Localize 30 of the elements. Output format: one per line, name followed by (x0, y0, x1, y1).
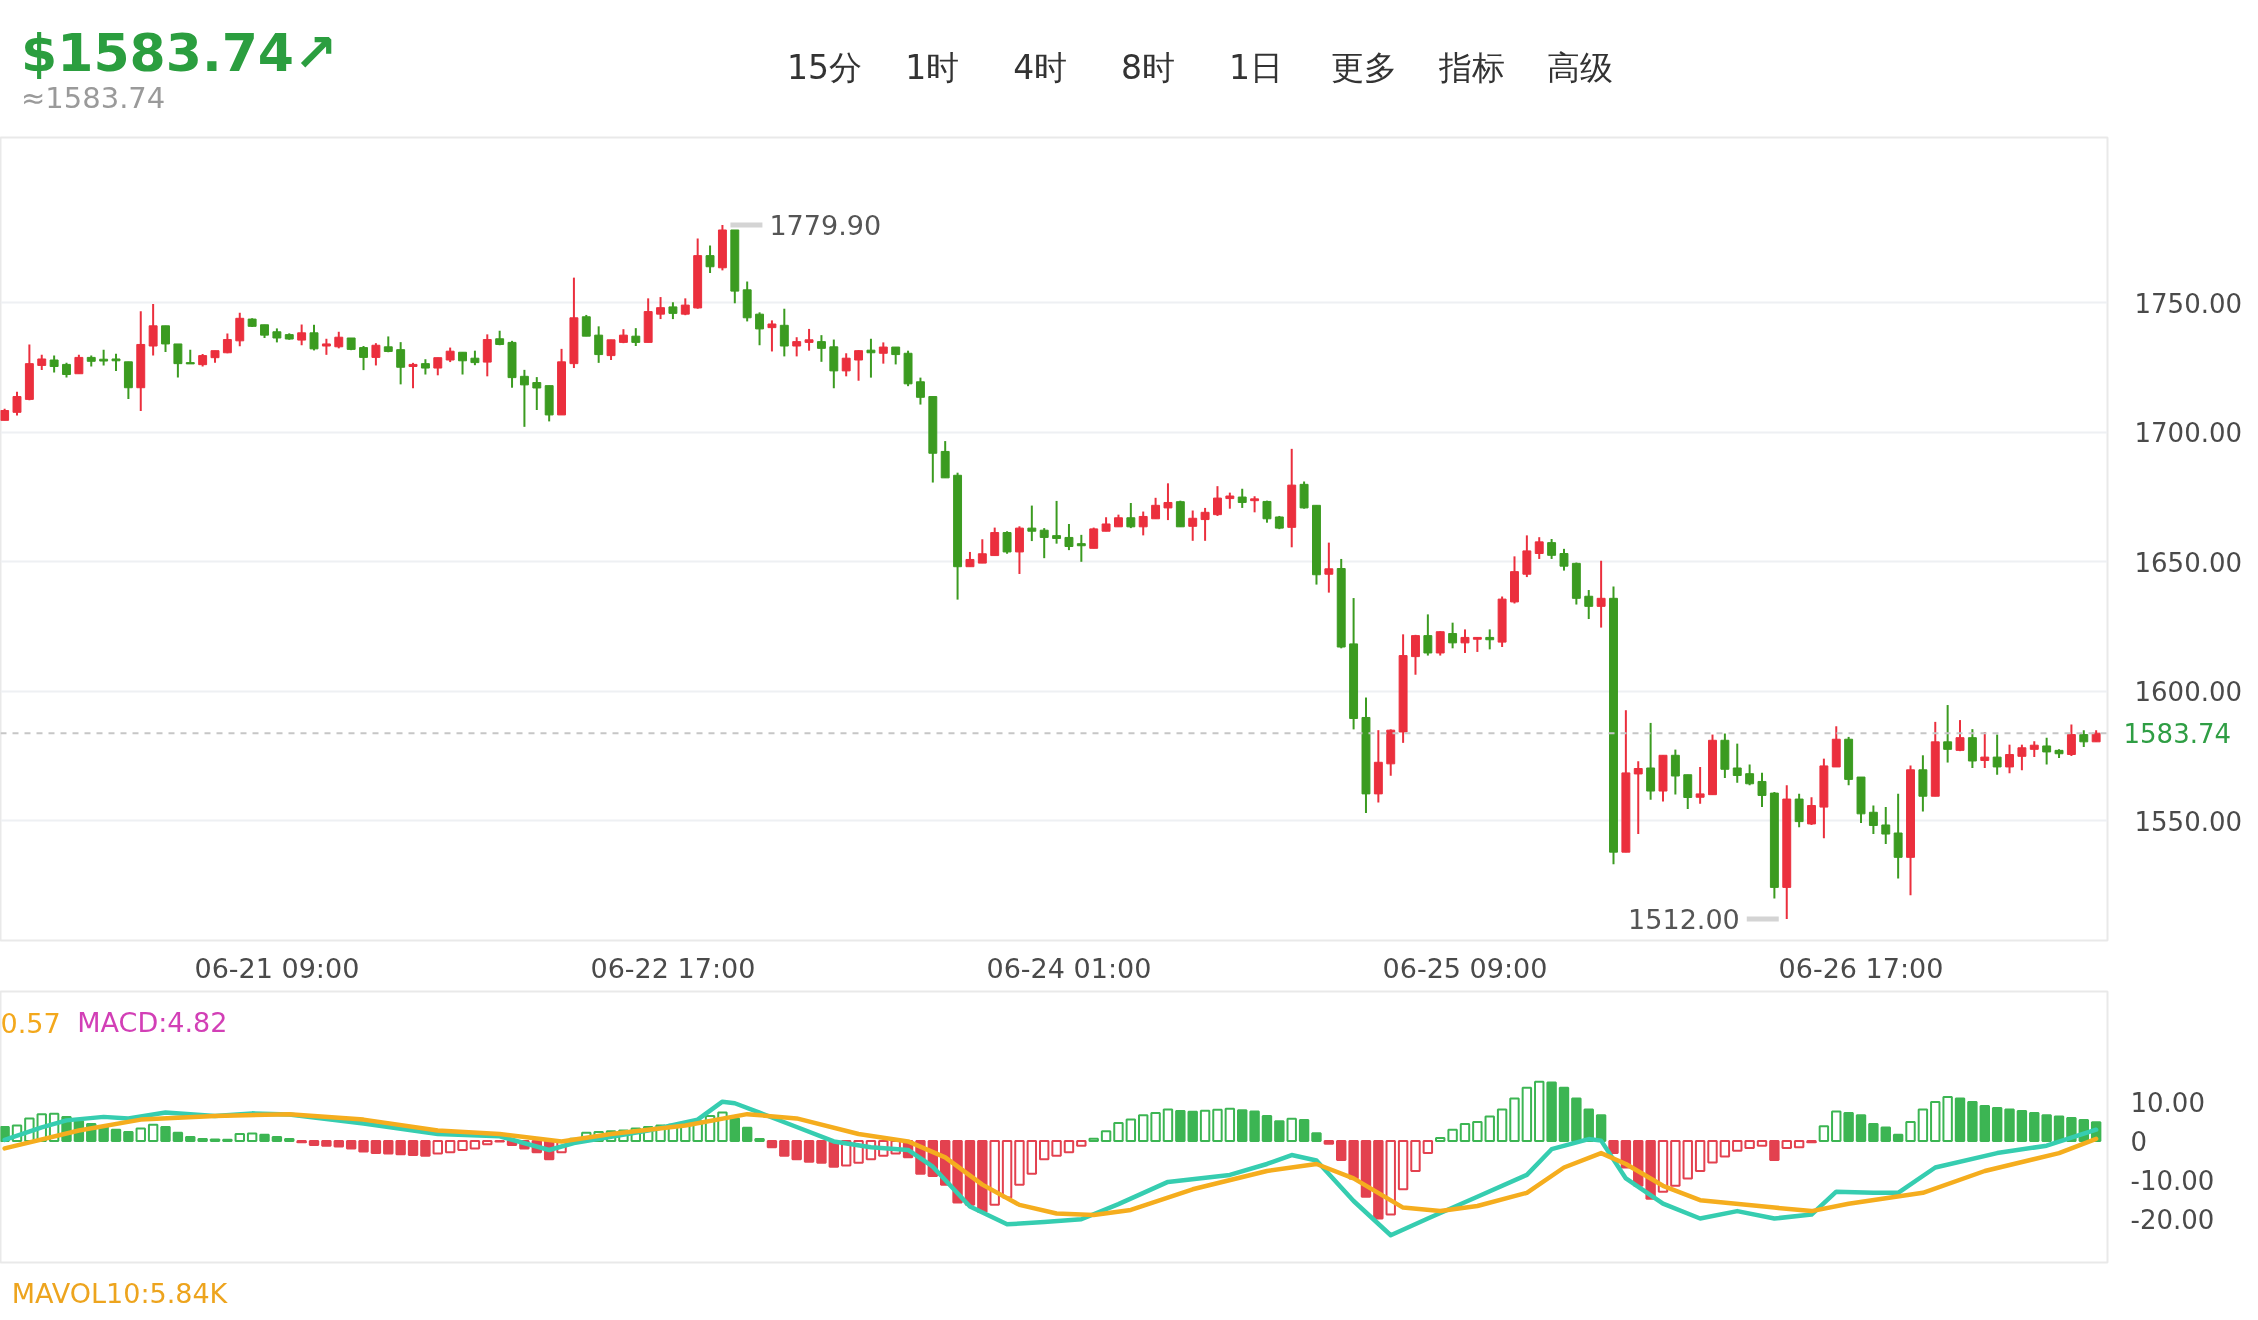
x-tick-label: 06-24 01:00 (986, 952, 1152, 984)
y-tick-label: 10.00 (2130, 1088, 2205, 1119)
text: 1时 (905, 48, 960, 87)
y-tick-label: 1550.00 (2134, 806, 2243, 837)
x-tick-label: 06-25 09:00 (1382, 952, 1548, 984)
text: $1583.74↗ (21, 22, 338, 83)
x-tick-label: 06-21 09:00 (194, 952, 360, 984)
x-tick-label: 06-22 17:00 (590, 952, 756, 984)
y-tick-label: 1700.00 (2134, 418, 2243, 449)
y-tick-label: 0 (2130, 1127, 2148, 1158)
text: 更多 (1330, 48, 1397, 87)
annotation: 0.57 (0, 1007, 61, 1039)
text: ≈1583.74 (21, 80, 166, 115)
annotation: MACD:4.82 (77, 1007, 228, 1038)
x-tick-label: 06-26 17:00 (1778, 952, 1944, 984)
ref-line-label: 1583.74 (2123, 719, 2232, 750)
y-tick-label: -10.00 (2130, 1165, 2215, 1196)
text: 8时 (1121, 48, 1176, 87)
text: 15分 (786, 48, 862, 87)
y-tick-label: -20.00 (2130, 1204, 2215, 1235)
text: 指标 (1437, 48, 1505, 87)
text: 1日 (1228, 48, 1283, 87)
text: 4时 (1013, 48, 1068, 87)
y-tick-label: 1650.00 (2134, 547, 2243, 578)
y-tick-label: 1600.00 (2134, 677, 2243, 708)
text: 高级 (1546, 48, 1613, 87)
annotation: 1779.90 (769, 210, 882, 242)
text: MAVOL10:5.84K (11, 1277, 229, 1309)
y-tick-label: 1750.00 (2134, 288, 2243, 319)
annotation: 1512.00 (1628, 904, 1740, 935)
